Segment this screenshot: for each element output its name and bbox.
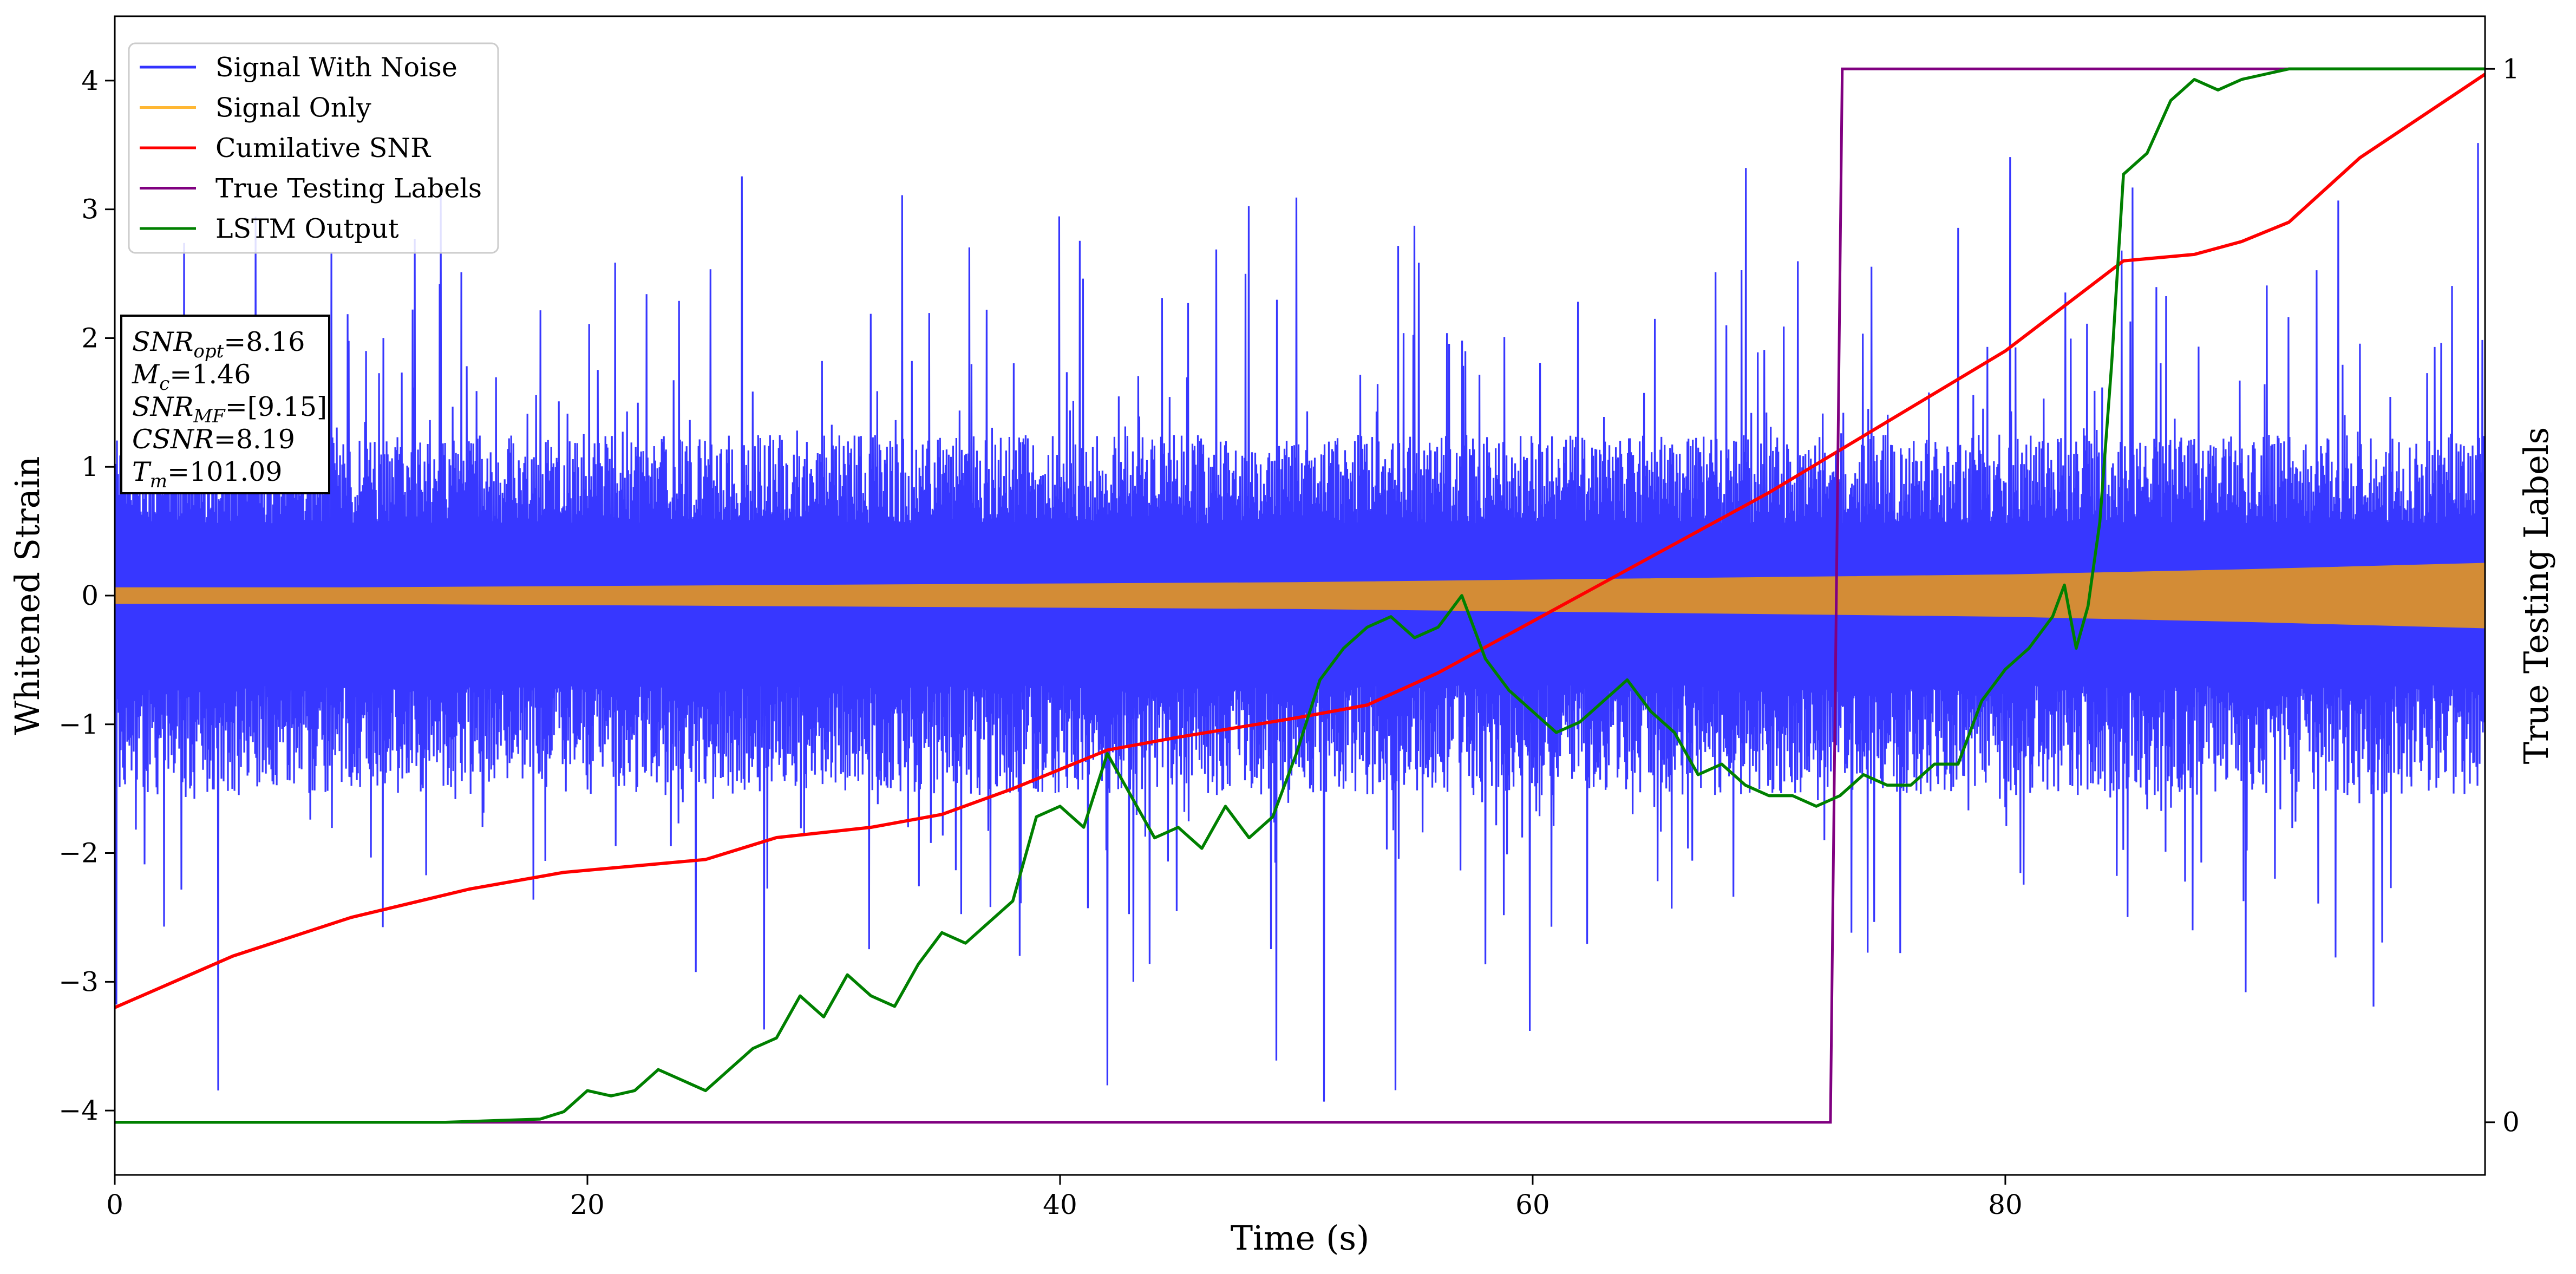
y-tick-label: −1	[58, 709, 99, 740]
y-tick-label: −4	[58, 1095, 99, 1126]
series-true-testing-labels	[115, 67, 2485, 1124]
series-cumilative-snr	[115, 73, 2485, 1009]
x-tick-label: 40	[1043, 1189, 1077, 1220]
x-tick-label: 60	[1515, 1189, 1550, 1220]
x-tick-label: 20	[570, 1189, 605, 1220]
plot-area	[115, 67, 2485, 1124]
info-line: SNRMF=[9.15]	[132, 391, 327, 427]
y-tick-label: −3	[58, 966, 99, 997]
info-line: CSNR=8.19	[132, 424, 295, 455]
info-line: SNRopt=8.16	[132, 326, 305, 362]
x-tick-label: 80	[1988, 1189, 2023, 1220]
legend-label: LSTM Output	[215, 213, 399, 244]
y-tick-label: 4	[81, 65, 99, 96]
legend-box	[128, 42, 499, 254]
y-tick-label: 3	[81, 194, 99, 225]
series-lstm-output	[115, 67, 2485, 1124]
info-line: Tm=101.09	[132, 456, 282, 492]
legend-label: Cumilative SNR	[215, 133, 431, 164]
legend-label: Signal With Noise	[215, 52, 457, 83]
series-signal-only	[115, 563, 2485, 629]
legend-label: True Testing Labels	[215, 173, 482, 204]
x-tick-label: 0	[106, 1189, 123, 1220]
y2-tick-label: 0	[2502, 1107, 2520, 1138]
info-box-frame	[120, 315, 330, 494]
series-signal-with-noise	[115, 143, 2485, 1102]
y-tick-label: 2	[81, 322, 99, 354]
legend: Signal With Noise Signal Only Cumilative S…	[128, 42, 499, 254]
y-tick-label: 1	[81, 451, 99, 482]
x-axis-label: Time (s)	[1231, 1218, 1370, 1258]
info-line: Mc=1.46	[132, 359, 251, 395]
y2-tick-label: 1	[2502, 53, 2520, 84]
y-axis-label: Whitened Strain	[8, 456, 47, 735]
legend-label: Signal Only	[215, 93, 371, 123]
info-box: SNRopt=8.16Mc=1.46SNRMF=[9.15]CSNR=8.19T…	[120, 315, 330, 494]
y-tick-label: −2	[58, 838, 99, 869]
y-tick-label: 0	[81, 580, 99, 611]
y2-axis-label: True Testing Labels	[2516, 427, 2556, 765]
